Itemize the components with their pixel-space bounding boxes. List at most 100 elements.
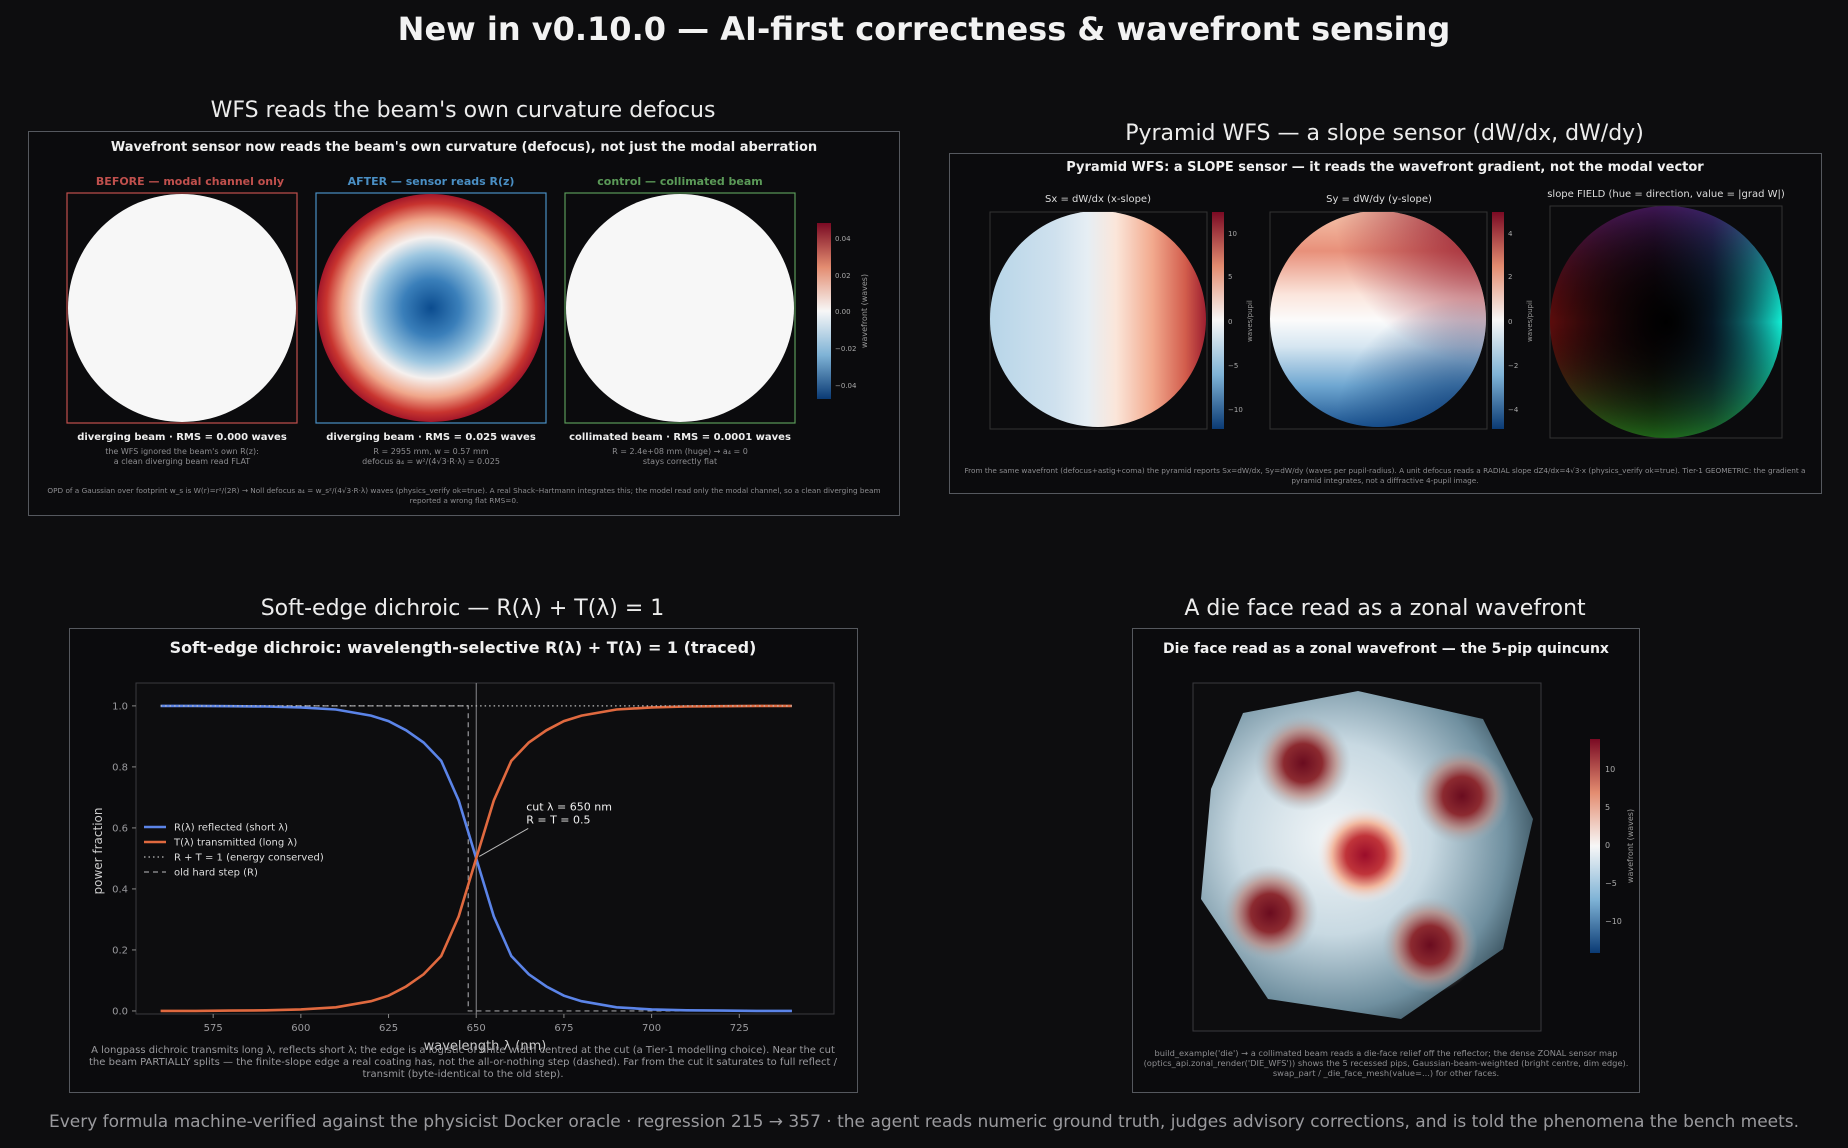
sx-slope-map: [990, 212, 1206, 427]
before-map-frame: [66, 192, 298, 424]
sx-colorbar-tick: 0: [1228, 318, 1232, 326]
legend-label: R(λ) reflected (short λ): [174, 823, 288, 834]
x-tick-label: 650: [467, 1023, 486, 1034]
die-colorbar-label: wavefront (waves): [1626, 809, 1635, 883]
die-pip: [1382, 897, 1478, 993]
after-map-frame: [315, 192, 547, 424]
die-colorbar-tick: 0: [1605, 841, 1610, 850]
transmitted-line: [160, 704, 792, 1013]
wfs-panel-frame: Wavefront sensor now reads the beam's ow…: [28, 131, 900, 516]
footer-note: Every formula machine-verified against t…: [48, 1112, 1800, 1132]
page-title: New in v0.10.0 — AI-first correctness & …: [397, 10, 1451, 48]
before-subtitle: BEFORE — modal channel only: [96, 175, 284, 188]
dichroic-footnote: A longpass dichroic transmits long λ, re…: [91, 1045, 835, 1056]
dichroic-footnote: the beam PARTIALLY splits — the finite-s…: [89, 1057, 838, 1068]
x-tick-label: 600: [291, 1023, 310, 1034]
y-axis-label: power fraction: [91, 808, 105, 895]
die-colorbar-tick: −5: [1605, 879, 1617, 888]
after-wavefront-map: [317, 194, 545, 422]
y-tick-label: 0.0: [112, 1006, 128, 1017]
x-tick-label: 725: [730, 1023, 749, 1034]
wfs-colorbar: [817, 223, 831, 399]
before-caption: diverging beam · RMS = 0.000 waves: [77, 432, 287, 443]
after-note: R = 2955 mm, w = 0.57 mm: [373, 447, 488, 456]
y-tick-label: 0.2: [112, 945, 128, 956]
die-panel-heading: A die face read as a zonal wavefront: [1184, 596, 1586, 621]
sx-subtitle: Sx = dW/dx (x-slope): [1045, 194, 1151, 205]
die-footnote: build_example('die') → a collimated beam…: [1155, 1048, 1618, 1058]
sy-colorbar-tick: −4: [1508, 406, 1519, 414]
sx-colorbar-tick: −5: [1228, 362, 1238, 370]
x-tick-label: 575: [204, 1023, 223, 1034]
die-pip: [1317, 807, 1413, 903]
sx-colorbar: [1212, 212, 1224, 429]
dichroic-panel-frame: Soft-edge dichroic: wavelength-selective…: [69, 628, 858, 1093]
wfs-colorbar-tick: 0.00: [835, 308, 851, 316]
die-figure: Die face read as a zonal wavefront — the…: [1144, 641, 1635, 1078]
pyramid-figure: Pyramid WFS: a SLOPE sensor — it reads t…: [965, 160, 1806, 485]
plot-area: [135, 682, 835, 1015]
legend-label: R + T = 1 (energy conserved): [174, 853, 324, 864]
after-subtitle: AFTER — sensor reads R(z): [348, 175, 515, 188]
after-caption: diverging beam · RMS = 0.025 waves: [326, 432, 536, 443]
before-wavefront-map: [68, 194, 296, 422]
control-subtitle: control — collimated beam: [597, 175, 763, 188]
wfs-footnote: reported a wrong flat RMS=0.: [410, 496, 519, 505]
wfs-colorbar-tick: 0.02: [835, 272, 851, 280]
pyramid-inner-title: Pyramid WFS: a SLOPE sensor — it reads t…: [1066, 160, 1704, 175]
annotation-text: cut λ = 650 nm: [526, 800, 612, 813]
sy-subtitle: Sy = dW/dy (y-slope): [1326, 194, 1432, 205]
wfs-footnote: OPD of a Gaussian over footprint w_s is …: [47, 486, 880, 495]
x-axis-label: wavelength λ (nm): [424, 1039, 547, 1054]
die-footnote: swap_part / _die_face_mesh(value=...) fo…: [1273, 1068, 1499, 1078]
sy-colorbar-tick: 2: [1508, 273, 1512, 281]
wfs-colorbar-tick: −0.04: [835, 382, 857, 390]
die-inner-title: Die face read as a zonal wavefront — the…: [1163, 641, 1609, 657]
die-pip: [1414, 748, 1510, 844]
sy-colorbar-tick: −2: [1508, 362, 1518, 370]
before-note: a clean diverging beam read FLAT: [114, 457, 250, 466]
wfs-inner-title: Wavefront sensor now reads the beam's ow…: [111, 140, 817, 155]
control-wavefront-map: [566, 194, 794, 422]
die-panel-frame: Die face read as a zonal wavefront — the…: [1132, 628, 1640, 1093]
control-note: R = 2.4e+08 mm (huge) → a₄ = 0: [612, 447, 748, 456]
sx-colorbar-tick: 10: [1228, 230, 1237, 238]
legend-label: T(λ) transmitted (long λ): [173, 838, 297, 849]
wfs-colorbar-label: wavefront (waves): [860, 274, 869, 348]
pyramid-footnote: pyramid integrates, not a diffractive 4-…: [1291, 476, 1478, 485]
dichroic-footnote: transmit (byte-identical to the old step…: [362, 1069, 563, 1080]
annotation-text: R = T = 0.5: [526, 813, 590, 826]
x-tick-label: 625: [379, 1023, 398, 1034]
pyramid-footnote: From the same wavefront (defocus+astig+c…: [965, 466, 1806, 475]
die-pip: [1255, 715, 1351, 811]
sy-colorbar-tick: 4: [1508, 230, 1513, 238]
die-colorbar-tick: 10: [1605, 765, 1615, 774]
die-footnote: (optics_api.zonal_render('DIE_WFS')) sho…: [1144, 1058, 1629, 1068]
x-tick-label: 675: [554, 1023, 573, 1034]
die-colorbar-tick: −10: [1605, 917, 1622, 926]
sy-colorbar: [1492, 212, 1504, 429]
y-tick-label: 0.6: [112, 823, 128, 834]
wfs-figure: Wavefront sensor now reads the beam's ow…: [47, 140, 880, 505]
control-map-frame: [564, 192, 796, 424]
y-tick-label: 0.8: [112, 762, 128, 773]
control-caption: collimated beam · RMS = 0.0001 waves: [569, 432, 791, 443]
sx-colorbar-tick: 5: [1228, 273, 1232, 281]
field-subtitle: slope FIELD (hue = direction, value = |g…: [1547, 189, 1785, 200]
pyramid-panel-heading: Pyramid WFS — a slope sensor (dW/dx, dW/…: [1125, 121, 1644, 146]
wfs-colorbar-tick: −0.02: [835, 345, 856, 353]
die-pip: [1222, 865, 1318, 961]
sx-colorbar-tick: −10: [1228, 406, 1243, 414]
sx-colorbar-label: waves/pupil: [1246, 300, 1254, 342]
wfs-colorbar-tick: 0.04: [835, 235, 851, 243]
control-note: stays correctly flat: [643, 457, 717, 466]
legend-label: old hard step (R): [174, 868, 258, 879]
pyramid-panel-frame: Pyramid WFS: a SLOPE sensor — it reads t…: [949, 153, 1822, 494]
sy-colorbar-tick: 0: [1508, 318, 1512, 326]
dichroic-chart: Soft-edge dichroic: wavelength-selective…: [89, 638, 838, 1080]
after-note: defocus a₄ = w²/(4√3·R·λ) = 0.025: [362, 457, 500, 466]
y-tick-label: 1.0: [112, 701, 128, 712]
dichroic-panel-heading: Soft-edge dichroic — R(λ) + T(λ) = 1: [260, 596, 665, 621]
die-colorbar: [1590, 739, 1600, 953]
die-colorbar-tick: 5: [1605, 803, 1610, 812]
